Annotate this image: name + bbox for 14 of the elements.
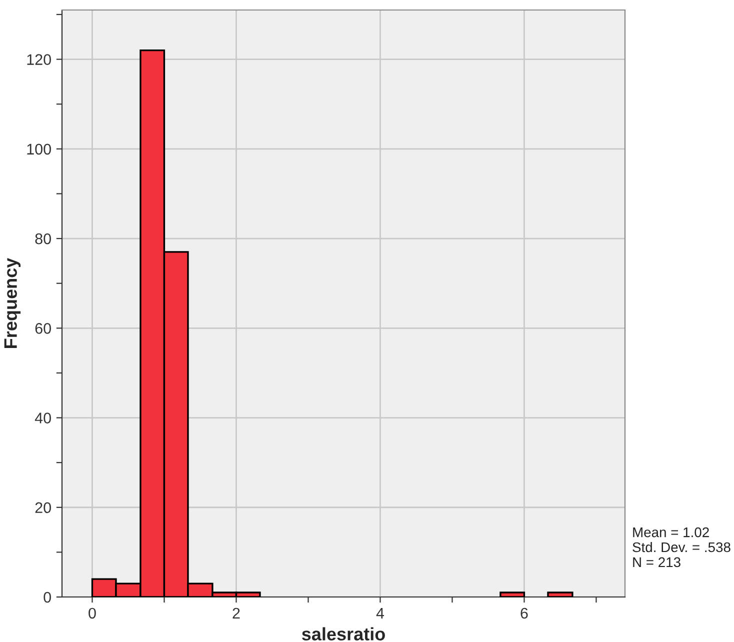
y-axis-title: Frequency: [4, 258, 21, 348]
y-tick-label: 80: [35, 233, 51, 244]
x-tick-label: 4: [376, 608, 384, 618]
y-tick-label: 100: [27, 144, 51, 155]
y-tick-label: 40: [34, 412, 51, 424]
x-tick-label: 0: [88, 608, 96, 619]
x-axis-title: salesratio: [302, 627, 385, 640]
x-tick-label: 2: [232, 608, 240, 618]
x-tick-label: 6: [520, 608, 528, 619]
y-tick-label: 20: [35, 502, 51, 514]
y-tick-label: 120: [27, 54, 51, 65]
text: Mean = 1.02 Std. Dev. = .538 N = 213: [632, 527, 730, 568]
y-tick-label: 60: [35, 323, 51, 334]
y-tick-label: 0: [44, 592, 51, 603]
